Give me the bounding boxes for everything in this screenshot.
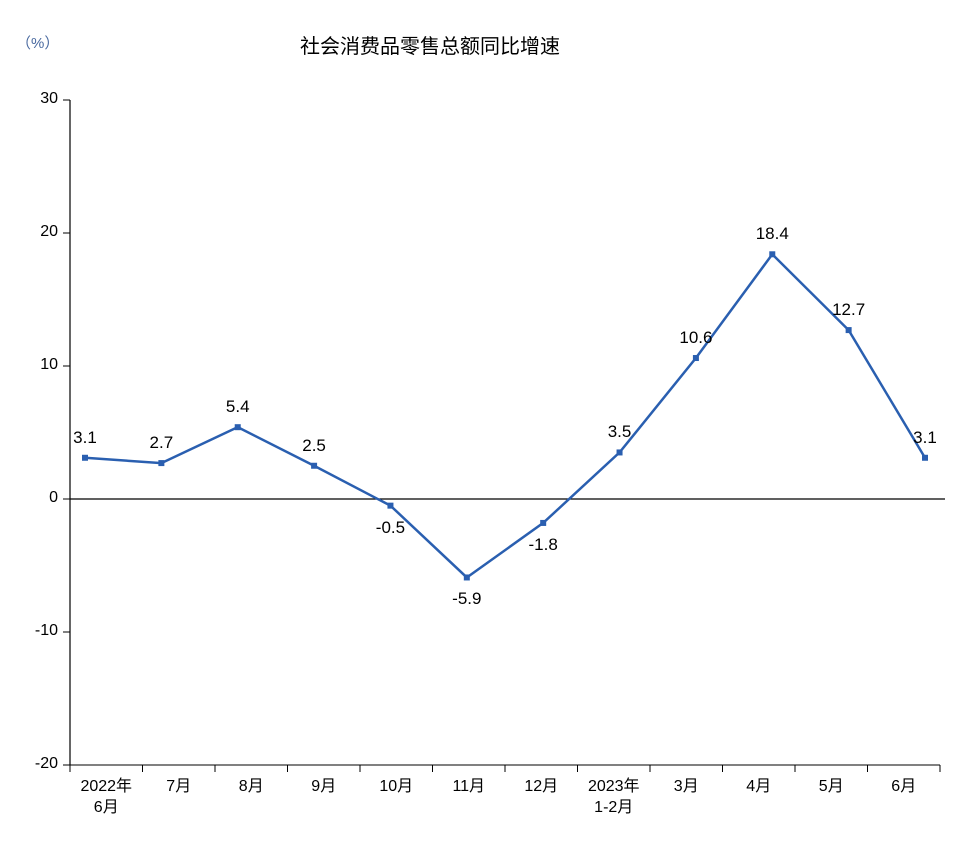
data-label: 18.4 bbox=[756, 224, 789, 244]
y-tick-label: 20 bbox=[18, 223, 58, 241]
x-tick-label: 10月 bbox=[379, 777, 413, 798]
x-tick-label: 11月 bbox=[452, 777, 485, 798]
x-tick-label: 9月 bbox=[311, 777, 336, 798]
x-tick-label: 8月 bbox=[239, 777, 264, 798]
data-label: 5.4 bbox=[226, 397, 250, 417]
x-tick-label: 5月 bbox=[819, 777, 844, 798]
chart-container: （%） 社会消费品零售总额同比增速 -20-1001020302022年6月7月… bbox=[0, 0, 959, 852]
data-label: 2.7 bbox=[150, 433, 174, 453]
y-tick-label: -10 bbox=[18, 622, 58, 640]
x-tick-label: 3月 bbox=[674, 777, 699, 798]
x-tick-label: 6月 bbox=[891, 777, 916, 798]
chart-svg bbox=[0, 0, 959, 852]
data-label: 10.6 bbox=[679, 328, 712, 348]
data-label: 3.1 bbox=[73, 428, 97, 448]
x-tick-label: 12月 bbox=[524, 777, 558, 798]
data-label: -5.9 bbox=[452, 589, 481, 609]
y-tick-label: -20 bbox=[18, 755, 58, 773]
x-tick-label: 7月 bbox=[166, 777, 191, 798]
data-label: -0.5 bbox=[376, 518, 405, 538]
data-label: 3.5 bbox=[608, 422, 632, 442]
data-label: 2.5 bbox=[302, 436, 326, 456]
y-tick-label: 30 bbox=[18, 90, 58, 108]
x-tick-label: 4月 bbox=[746, 777, 771, 798]
data-label: 12.7 bbox=[832, 300, 865, 320]
x-tick-label: 2023年1-2月 bbox=[588, 777, 640, 819]
data-label: 3.1 bbox=[913, 428, 937, 448]
y-tick-label: 0 bbox=[18, 489, 58, 507]
data-label: -1.8 bbox=[529, 535, 558, 555]
x-tick-label: 2022年6月 bbox=[80, 777, 132, 819]
y-tick-label: 10 bbox=[18, 356, 58, 374]
